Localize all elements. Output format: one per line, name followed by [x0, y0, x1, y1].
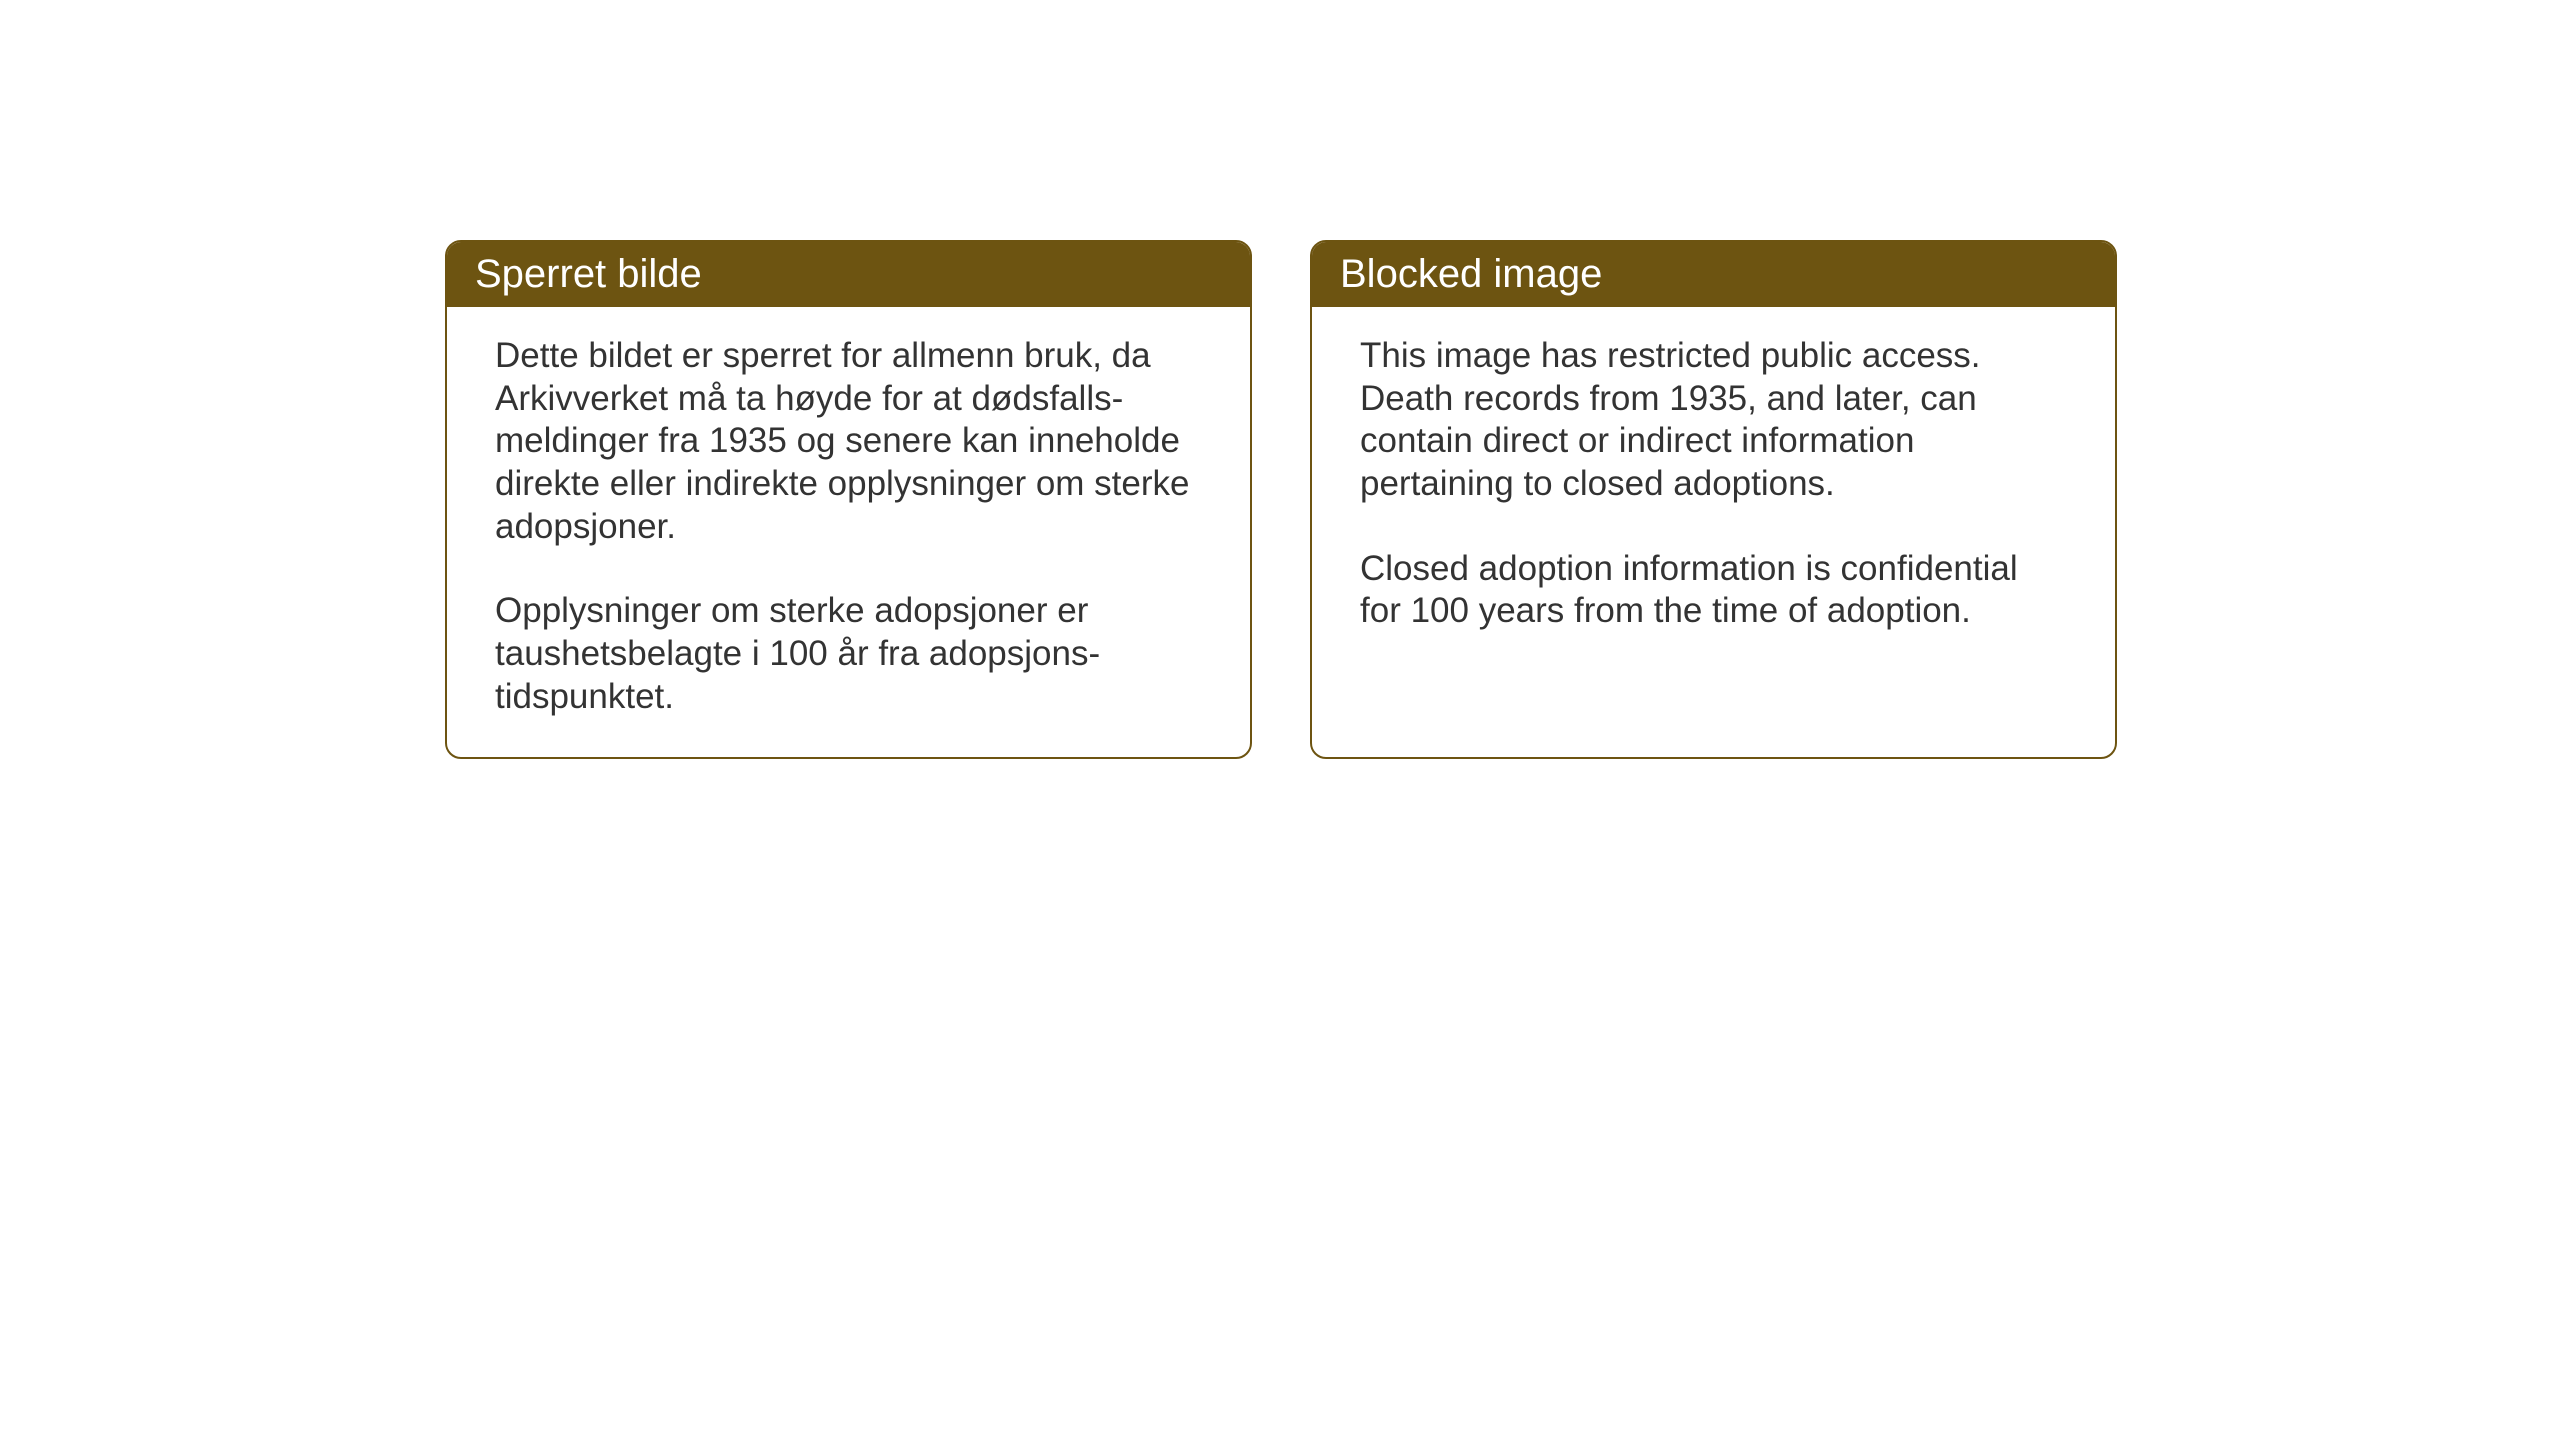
blocked-image-card-english: Blocked image This image has restricted … — [1310, 240, 2117, 759]
card-paragraph: This image has restricted public access.… — [1360, 335, 2067, 506]
cards-container: Sperret bilde Dette bildet er sperret fo… — [445, 240, 2117, 759]
card-body-norwegian: Dette bildet er sperret for allmenn bruk… — [447, 307, 1250, 757]
card-title: Sperret bilde — [475, 252, 702, 296]
card-header-norwegian: Sperret bilde — [447, 242, 1250, 307]
card-paragraph: Closed adoption information is confident… — [1360, 548, 2067, 633]
card-header-english: Blocked image — [1312, 242, 2115, 307]
card-paragraph: Opplysninger om sterke adopsjoner er tau… — [495, 590, 1202, 718]
blocked-image-card-norwegian: Sperret bilde Dette bildet er sperret fo… — [445, 240, 1252, 759]
card-paragraph: Dette bildet er sperret for allmenn bruk… — [495, 335, 1202, 548]
card-body-english: This image has restricted public access.… — [1312, 307, 2115, 671]
card-title: Blocked image — [1340, 252, 1602, 296]
